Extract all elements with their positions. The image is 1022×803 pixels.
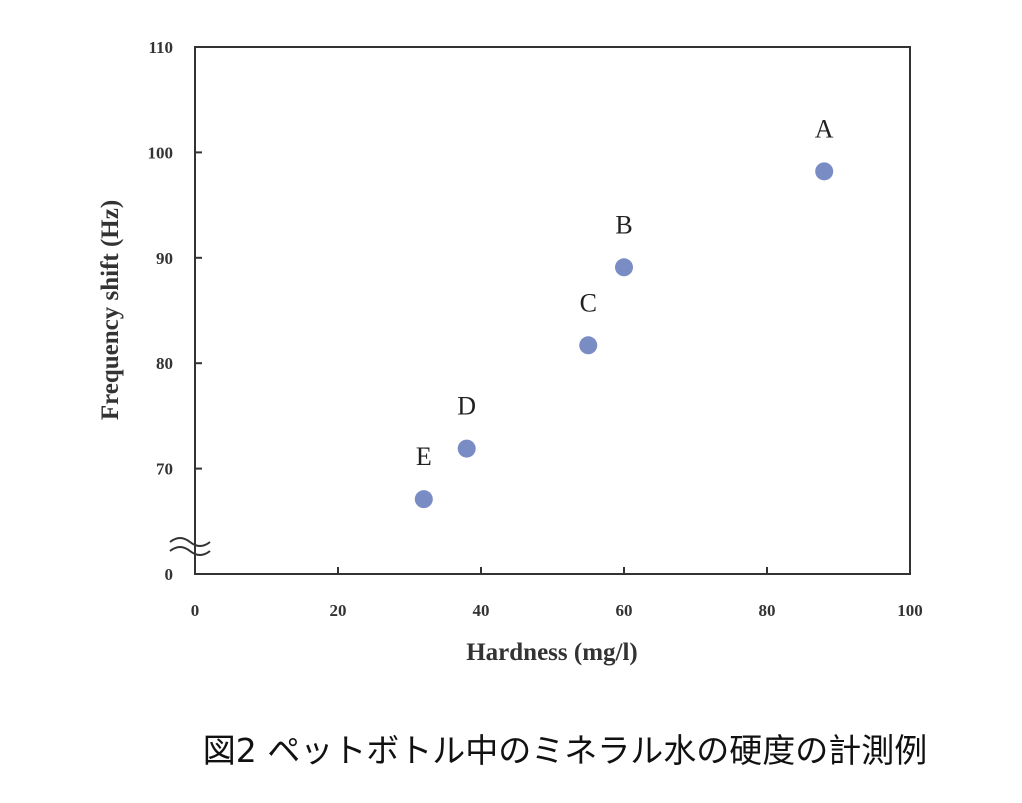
plot-frame <box>194 46 911 575</box>
point-label: C <box>580 288 597 317</box>
point-label: B <box>615 210 632 239</box>
x-tick-label: 80 <box>759 601 776 620</box>
x-tick-label: 40 <box>473 601 490 620</box>
y-tick-label: 70 <box>156 460 173 479</box>
x-axis-label: Hardness (mg/l) <box>466 639 638 666</box>
y-tick-label: 110 <box>148 38 173 57</box>
x-tick-label: 100 <box>897 601 923 620</box>
point <box>457 439 476 458</box>
x-tick-label: 0 <box>191 601 200 620</box>
axis-break <box>169 537 211 556</box>
y-tick-label: 80 <box>156 354 173 373</box>
break-line <box>169 546 211 556</box>
point-label: A <box>815 114 834 143</box>
y-tick-label: 90 <box>156 249 173 268</box>
point-label: E <box>416 442 432 471</box>
point <box>579 336 598 355</box>
x-tick-label: 20 <box>330 601 347 620</box>
point <box>815 162 834 181</box>
y-tick-label: 0 <box>165 565 174 584</box>
point <box>414 490 433 509</box>
point <box>615 258 633 277</box>
break-line <box>169 537 211 547</box>
x-tick-label: 60 <box>616 601 633 620</box>
y-axis-label: Frequency shift (Hz) <box>97 200 124 420</box>
caption: 図2 ペットボトル中のミネラル水の硬度の計測例 <box>203 731 928 770</box>
point-label: D <box>457 392 476 421</box>
y-tick-label: 100 <box>148 143 174 162</box>
